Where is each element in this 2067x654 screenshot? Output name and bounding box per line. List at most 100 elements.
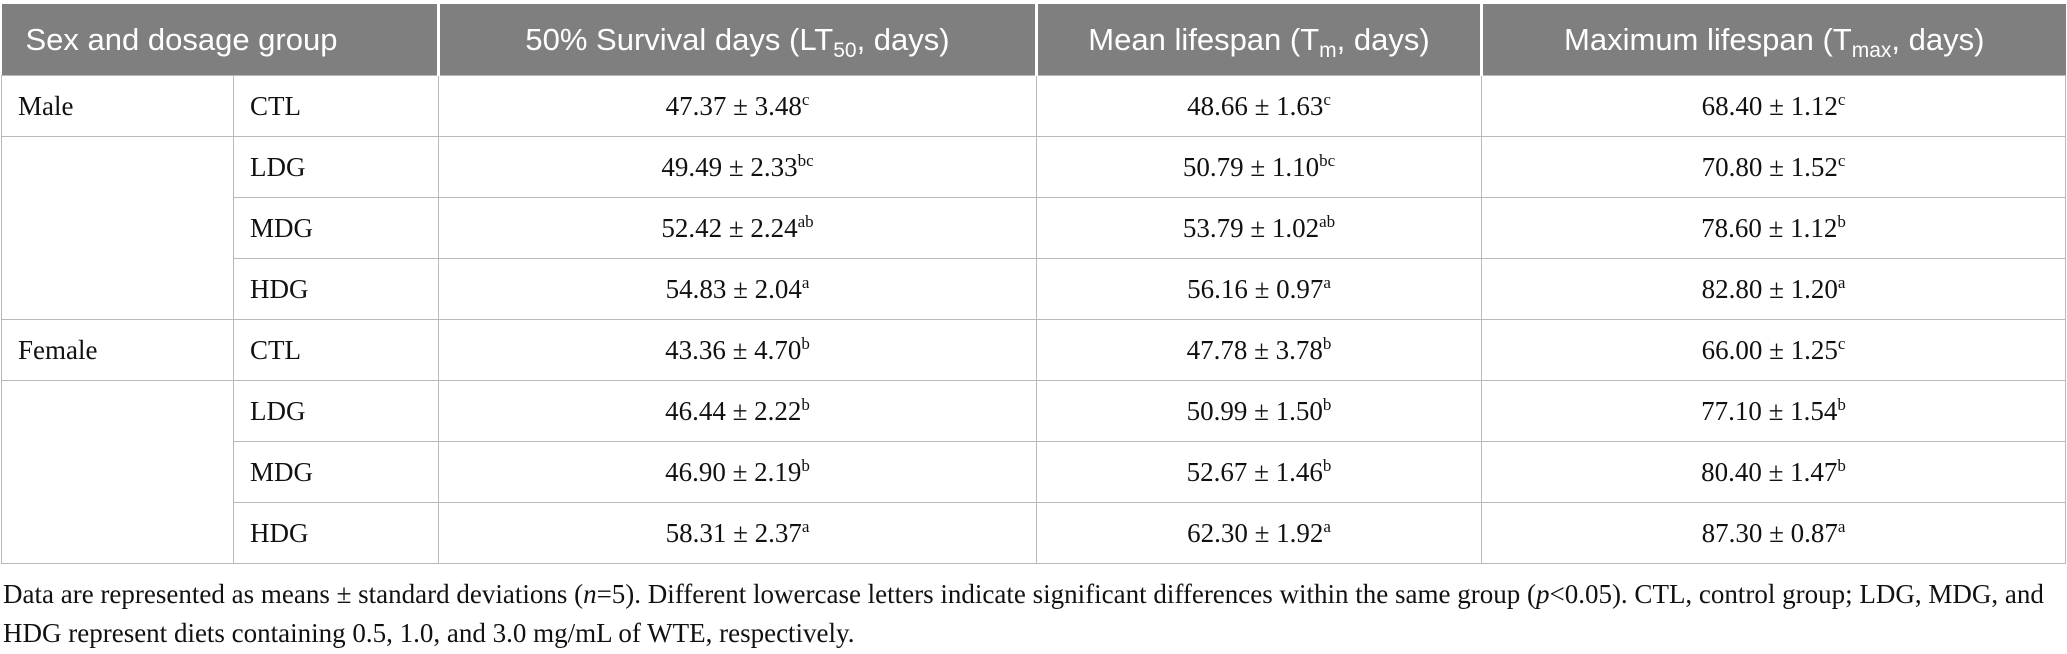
table-row: MDG 52.42 ± 2.24ab 53.79 ± 1.02ab 78.60 … [2, 197, 2066, 259]
header-label: , days) [1336, 21, 1430, 57]
table-row: LDG 49.49 ± 2.33bc 50.79 ± 1.10bc 70.80 … [1, 136, 2066, 320]
header-label: , days) [1891, 21, 1985, 57]
cell-tmax: 77.10 ± 1.54b [1481, 380, 2066, 442]
value: 46.44 ± 2.22 [665, 395, 802, 426]
value: 43.36 ± 4.70 [665, 334, 802, 365]
cell-tmax: 80.40 ± 1.47b [1481, 441, 2066, 503]
header-row: Sex and dosage group 50% Survival days (… [1, 4, 2066, 76]
value: 70.80 ± 1.52 [1701, 151, 1838, 182]
value: 54.83 ± 2.04 [665, 273, 802, 304]
footnote-text: <0.05). CTL, control group; LDG, MDG, an… [3, 579, 2044, 648]
significance-letter: a [1323, 272, 1331, 292]
significance-letter: b [1837, 455, 1846, 475]
header-label: Mean lifespan (T [1088, 21, 1320, 57]
significance-letter: c [1837, 89, 1846, 109]
cell-tm: 47.78 ± 3.78b [1036, 319, 1482, 381]
value: 56.16 ± 0.97 [1187, 273, 1324, 304]
cell-tm: 50.99 ± 1.50b [1036, 380, 1482, 442]
table-row: Female CTL 43.36 ± 4.70b 47.78 ± 3.78b 6… [1, 319, 2066, 381]
cell-sex: Female [1, 319, 234, 381]
cell-tm: 52.67 ± 1.46b [1036, 441, 1482, 503]
value: 53.79 ± 1.02 [1182, 212, 1320, 243]
table-row: Male CTL 47.37 ± 3.48c 48.66 ± 1.63c 68.… [1, 75, 2066, 137]
cell-dosage: CTL [233, 319, 439, 381]
table-footnote: Data are represented as means ± standard… [1, 575, 2062, 653]
significance-letter: c [1837, 150, 1846, 170]
cell-lt50: 46.90 ± 2.19b [438, 441, 1037, 503]
cell-lt50: 52.42 ± 2.24ab [438, 197, 1037, 259]
significance-letter: c [1323, 89, 1331, 109]
value: 46.90 ± 2.19 [665, 456, 802, 487]
header-label: Maximum lifespan (T [1564, 21, 1852, 57]
significance-letter: b [1322, 394, 1332, 414]
value: 62.30 ± 1.92 [1187, 517, 1324, 548]
cell-tm: 62.30 ± 1.92a [1036, 502, 1482, 564]
cell-lt50: 46.44 ± 2.22b [438, 380, 1037, 442]
significance-letter: b [1322, 333, 1332, 353]
significance-letter: b [1322, 455, 1332, 475]
significance-letter: b [801, 333, 810, 353]
significance-letter: a [1837, 516, 1846, 536]
value: 87.30 ± 0.87 [1701, 517, 1838, 548]
lifespan-table: Sex and dosage group 50% Survival days (… [1, 4, 2066, 564]
value: 68.40 ± 1.12 [1701, 90, 1838, 121]
header-mean-lifespan: Mean lifespan (Tm, days) [1036, 4, 1483, 76]
header-label: , days) [856, 21, 950, 57]
header-subscript: max [1851, 38, 1892, 62]
footnote-text: Data are represented as means ± standard… [3, 579, 584, 609]
cell-sex-empty [1, 380, 234, 564]
cell-tmax: 82.80 ± 1.20a [1481, 258, 2066, 320]
value: 50.79 ± 1.10 [1182, 151, 1320, 182]
significance-letter: c [801, 89, 810, 109]
value: 78.60 ± 1.12 [1701, 212, 1838, 243]
value: 47.37 ± 3.48 [665, 90, 802, 121]
cell-tmax: 78.60 ± 1.12b [1481, 197, 2066, 259]
header-sex-dosage-group: Sex and dosage group [1, 4, 440, 76]
header-subscript: 50 [833, 38, 857, 62]
value: 66.00 ± 1.25 [1701, 334, 1838, 365]
value: 58.31 ± 2.37 [665, 517, 802, 548]
cell-lt50: 58.31 ± 2.37a [438, 502, 1037, 564]
cell-dosage: CTL [233, 75, 439, 137]
significance-letter: b [1837, 394, 1846, 414]
table-row: LDG 46.44 ± 2.22b 50.99 ± 1.50b 77.10 ± … [1, 380, 2066, 564]
value: 52.67 ± 1.46 [1186, 456, 1323, 487]
significance-letter: bc [1319, 150, 1336, 170]
cell-tmax: 70.80 ± 1.52c [1481, 136, 2066, 198]
significance-letter: bc [797, 150, 814, 170]
value: 49.49 ± 2.33 [661, 151, 798, 182]
cell-tm: 56.16 ± 0.97a [1036, 258, 1482, 320]
significance-letter: a [1323, 516, 1331, 536]
value: 47.78 ± 3.78 [1186, 334, 1323, 365]
cell-tmax: 68.40 ± 1.12c [1481, 75, 2066, 137]
cell-dosage: HDG [233, 502, 439, 564]
footnote-italic-p: p [1535, 579, 1550, 609]
cell-dosage: LDG [233, 380, 439, 442]
value: 52.42 ± 2.24 [661, 212, 798, 243]
cell-lt50: 49.49 ± 2.33bc [438, 136, 1037, 198]
value: 82.80 ± 1.20 [1701, 273, 1838, 304]
cell-sex: Male [1, 75, 234, 137]
cell-dosage: MDG [233, 441, 439, 503]
significance-letter: b [801, 455, 810, 475]
value: 77.10 ± 1.54 [1701, 395, 1838, 426]
header-label: Sex and dosage group [25, 21, 338, 57]
table-body: Male CTL 47.37 ± 3.48c 48.66 ± 1.63c 68.… [1, 75, 2066, 564]
header-max-lifespan: Maximum lifespan (Tmax, days) [1481, 4, 2066, 76]
cell-tmax: 87.30 ± 0.87a [1481, 502, 2066, 564]
cell-dosage: MDG [233, 197, 439, 259]
cell-tm: 48.66 ± 1.63c [1036, 75, 1482, 137]
cell-tmax: 66.00 ± 1.25c [1481, 319, 2066, 381]
significance-letter: ab [797, 211, 814, 231]
cell-dosage: LDG [233, 136, 439, 198]
significance-letter: a [1837, 272, 1846, 292]
cell-sex-empty [1, 136, 234, 320]
significance-letter: a [801, 516, 810, 536]
significance-letter: ab [1319, 211, 1336, 231]
significance-letter: c [1837, 333, 1846, 353]
table-row: HDG 54.83 ± 2.04a 56.16 ± 0.97a 82.80 ± … [2, 258, 2066, 320]
table-header: Sex and dosage group 50% Survival days (… [1, 4, 2066, 76]
cell-lt50: 54.83 ± 2.04a [438, 258, 1037, 320]
footnote-italic-n: n [583, 579, 597, 609]
